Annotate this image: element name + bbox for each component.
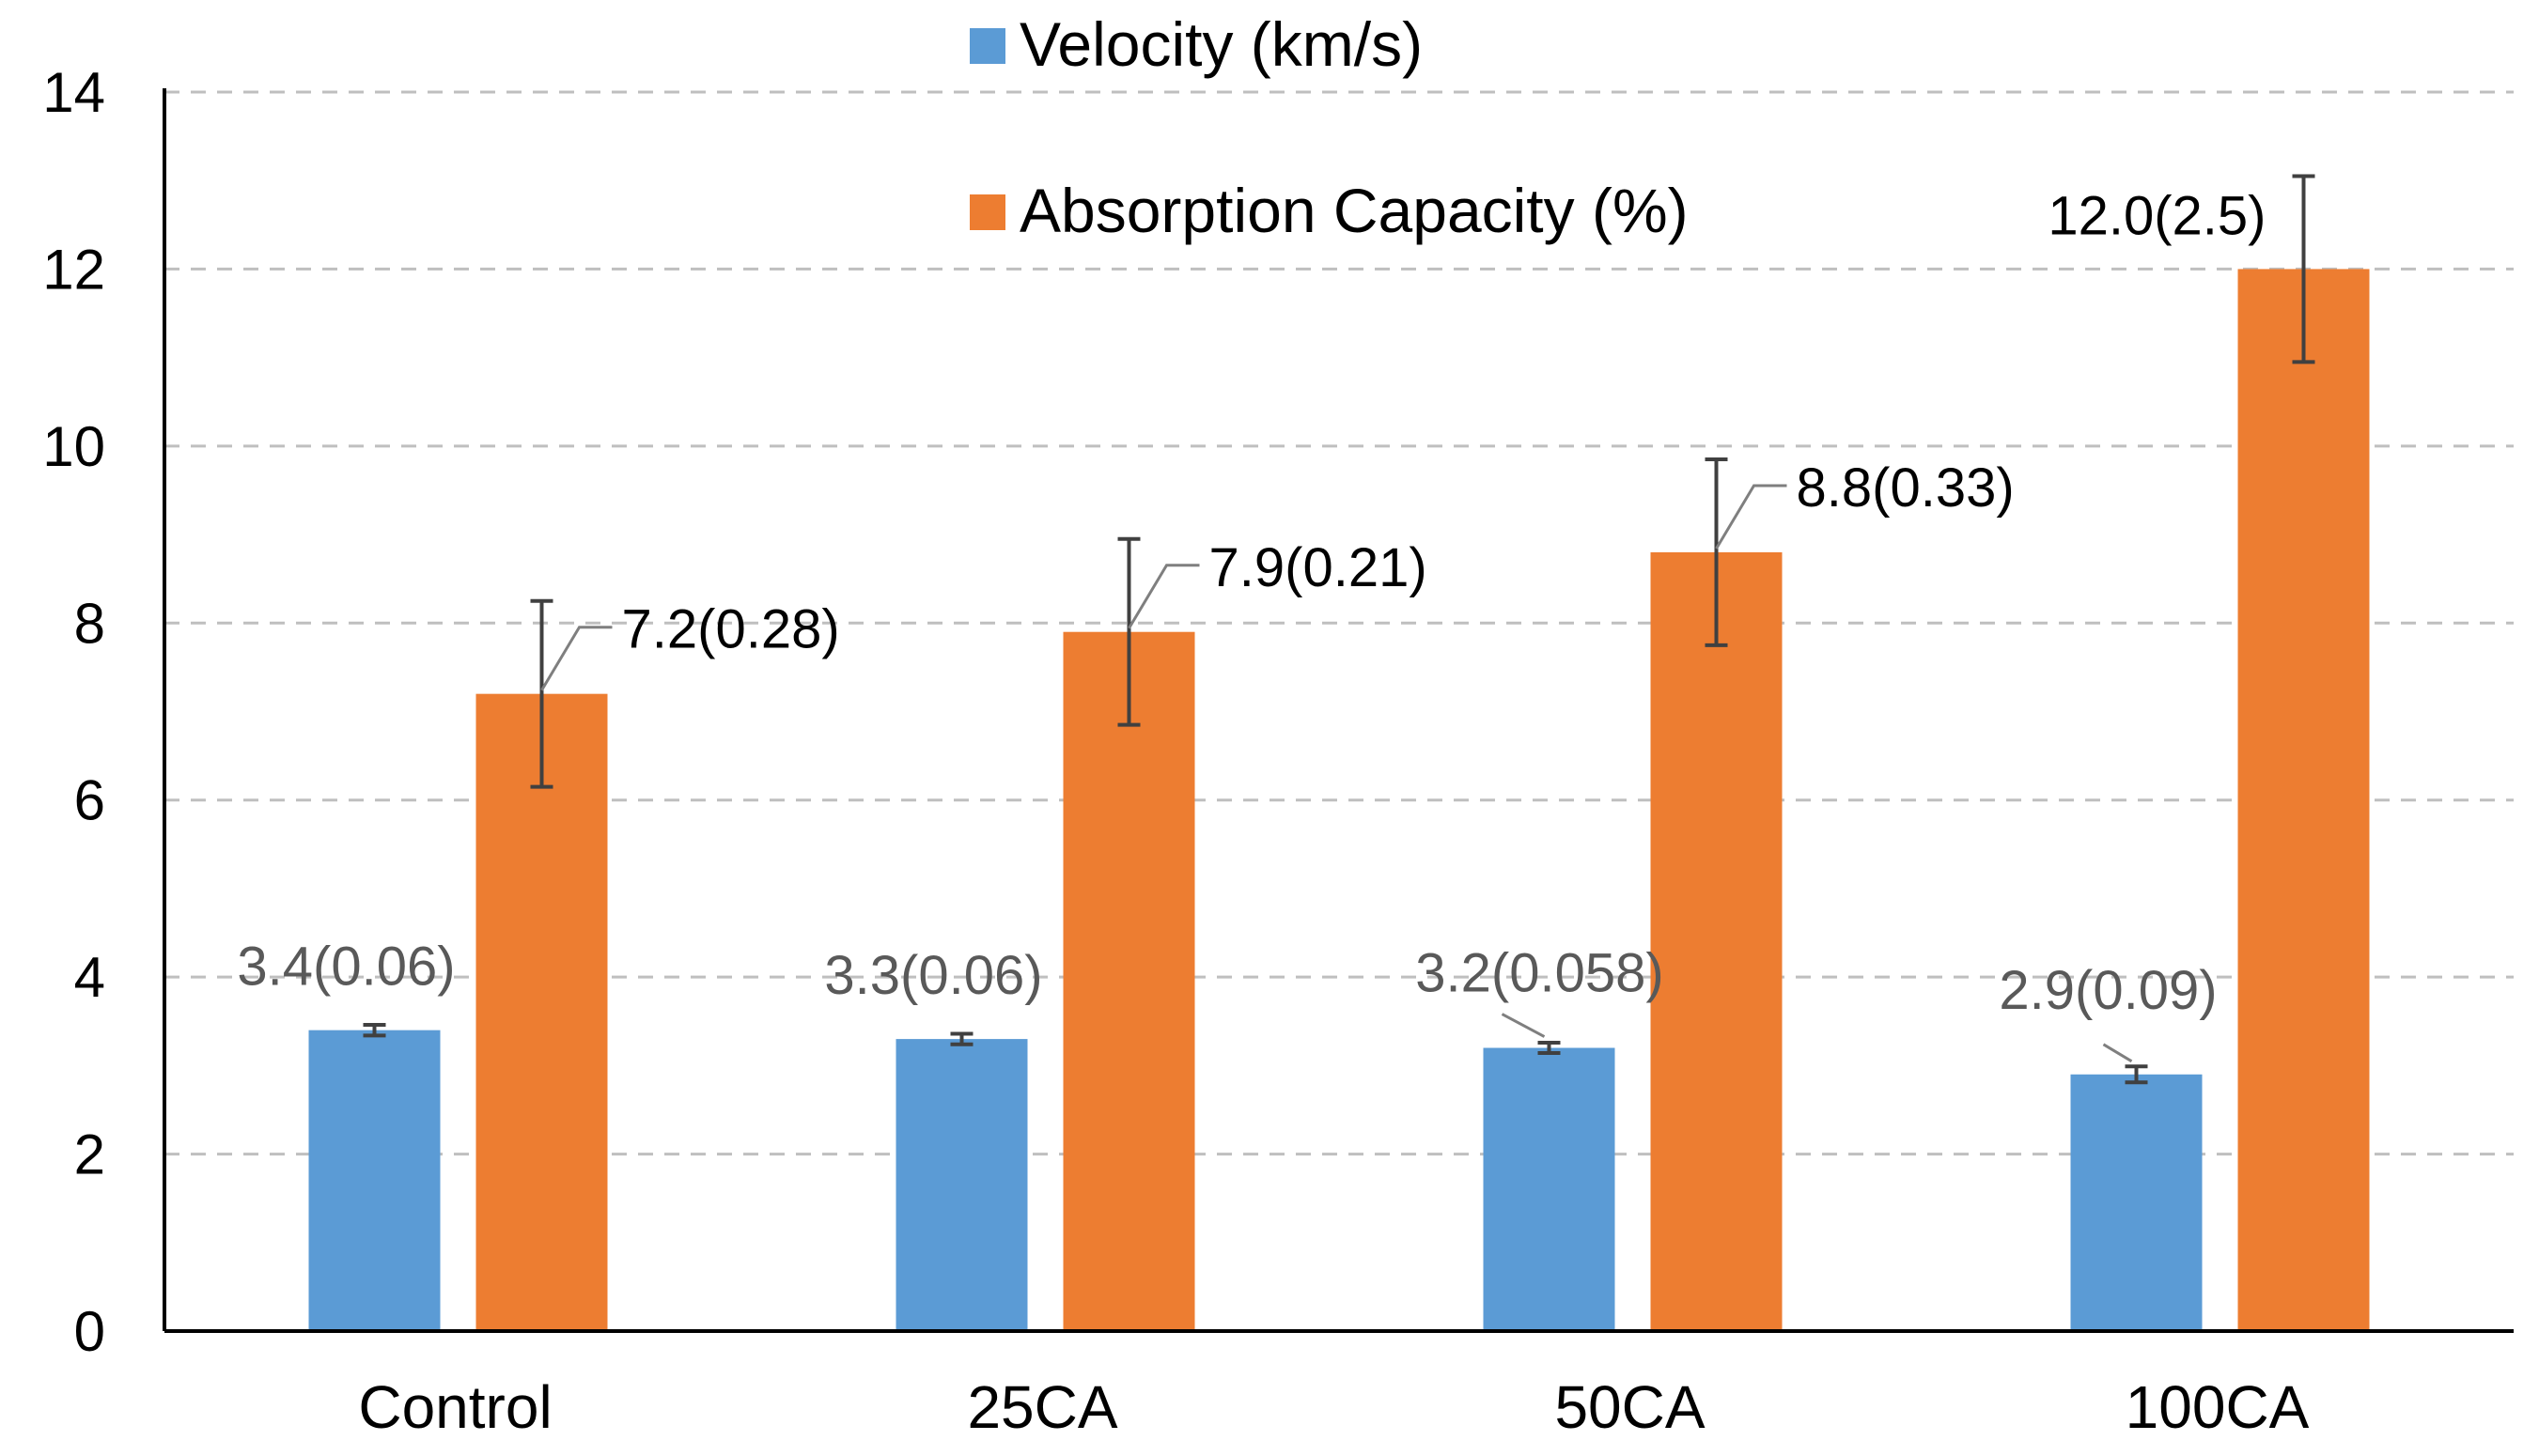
leader-line (1128, 564, 1200, 629)
y-tick-label: 6 (74, 769, 105, 832)
y-tick-label: 14 (42, 61, 105, 124)
bar-velocity-100ca (2070, 1074, 2203, 1331)
bar-velocity-25ca (896, 1039, 1028, 1331)
data-label: 3.4(0.06) (237, 937, 455, 998)
data-label: 3.2(0.058) (1415, 943, 1663, 1004)
x-tick-label: Control (358, 1373, 552, 1441)
bar-absorption-control (475, 693, 608, 1331)
legend-swatch (970, 194, 1005, 230)
bar-absorption-100ca (2237, 269, 2370, 1331)
data-label: 3.3(0.06) (824, 945, 1042, 1006)
axes: 0 2 4 6 8 10 12 14 Control 25CA 50CA 100CA (42, 61, 2514, 1441)
x-tick-label: 25CA (967, 1373, 1117, 1441)
legend-label: Velocity (km/s) (1020, 9, 1423, 79)
leader-line (2102, 1043, 2133, 1063)
y-tick-label: 0 (74, 1300, 105, 1363)
y-tick-label: 8 (74, 592, 105, 655)
leader-line (540, 626, 613, 691)
y-tick-label: 10 (42, 415, 105, 478)
y-tick-label: 2 (74, 1123, 105, 1186)
bar-velocity-50ca (1483, 1047, 1615, 1331)
legend-swatch (970, 28, 1005, 64)
x-tick-label: 50CA (1554, 1373, 1705, 1441)
data-label: 12.0(2.5) (2048, 186, 2266, 247)
x-tick-label: 100CA (2126, 1373, 2310, 1441)
y-tick-label: 4 (74, 946, 105, 1009)
y-tick-label: 12 (42, 238, 105, 301)
leader-line (1715, 484, 1787, 550)
data-label: 2.9(0.09) (1999, 960, 2217, 1021)
bars (308, 174, 2370, 1331)
bar-absorption-50ca (1650, 551, 1783, 1331)
data-label: 7.2(0.28) (622, 599, 840, 660)
legend-label: Absorption Capacity (%) (1020, 176, 1689, 245)
bar-absorption-25ca (1063, 631, 1195, 1331)
data-label: 8.8(0.33) (1797, 457, 2015, 519)
leader-line (1501, 1013, 1546, 1038)
legend: Velocity (km/s) Absorption Capacity (%) (970, 9, 1689, 245)
bar-velocity-control (308, 1030, 441, 1331)
data-label: 7.9(0.21) (1209, 537, 1427, 598)
data-labels: 3.4(0.06) 7.2(0.28) 3.3(0.06) 7.9(0.21) 3.2(… (237, 186, 2266, 1063)
